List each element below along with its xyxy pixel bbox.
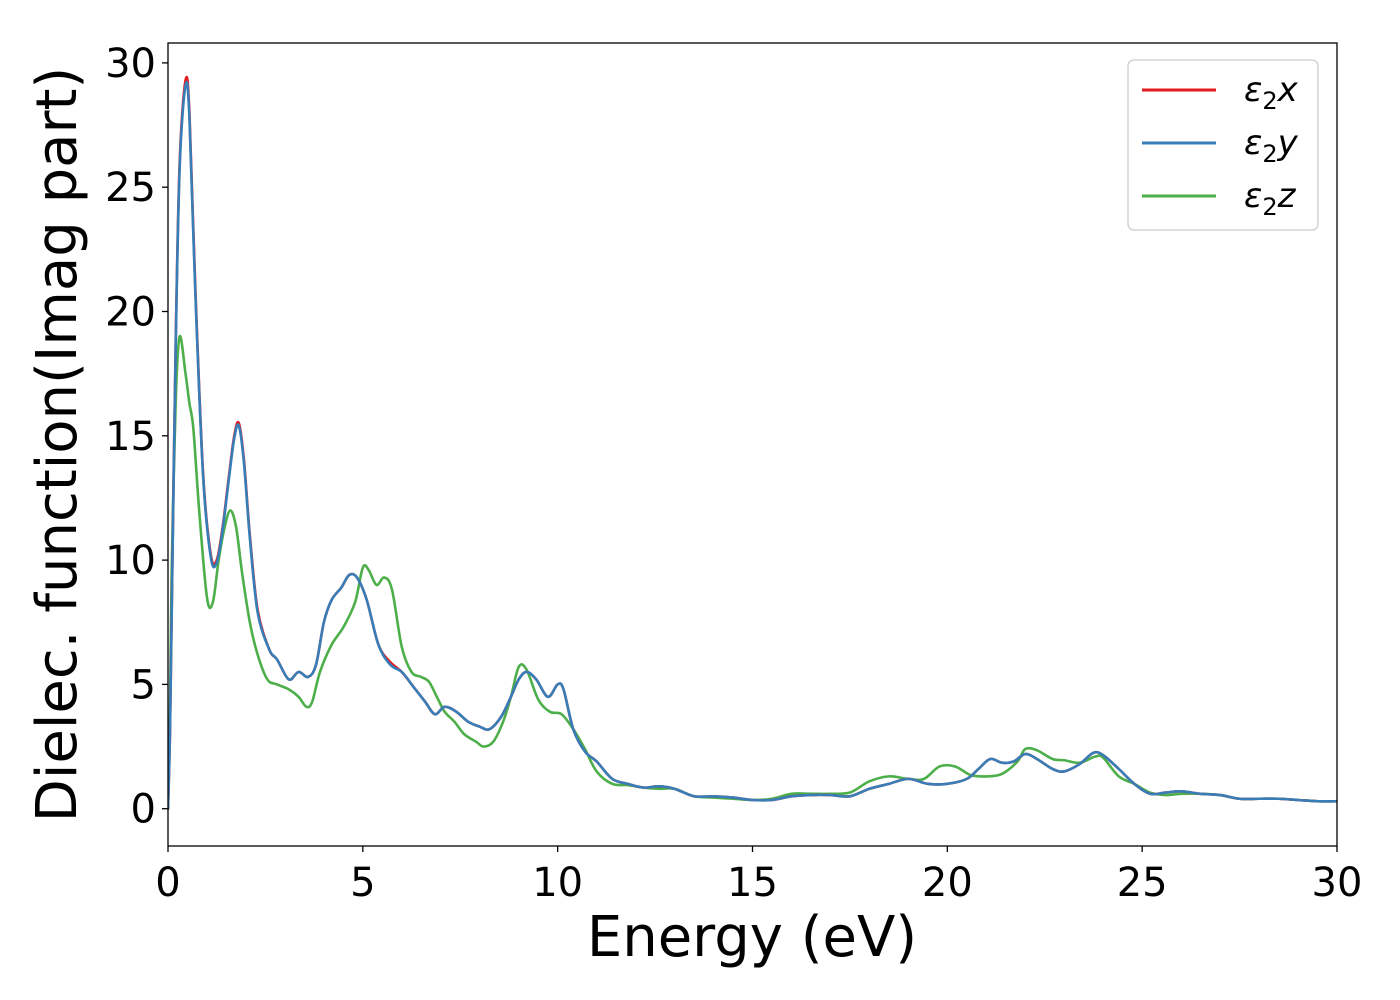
- y-tick-label: 5: [131, 662, 156, 708]
- y-axis: 0 5 10 15 20 25 30: [105, 41, 168, 833]
- y-tick-label: 30: [105, 41, 156, 87]
- x-tick-label: 20: [922, 860, 973, 906]
- y-tick-label: 0: [131, 787, 156, 833]
- y-tick-label: 15: [105, 414, 156, 460]
- y-tick-label: 10: [105, 538, 156, 584]
- x-tick-label: 10: [532, 860, 583, 906]
- x-tick-label: 0: [155, 860, 180, 906]
- x-axis-label: Energy (eV): [587, 905, 917, 970]
- y-tick-label: 25: [105, 165, 156, 211]
- x-tick-label: 30: [1312, 860, 1363, 906]
- legend-box: [1127, 59, 1319, 231]
- x-tick-label: 15: [727, 860, 778, 906]
- y-tick-label: 20: [105, 289, 156, 335]
- legend-label-z: ε2z: [1244, 176, 1297, 221]
- series-line-z: [168, 335, 1337, 811]
- legend-label-y: ε2y: [1244, 123, 1299, 168]
- x-axis: 0 5 10 15 20 25 30: [155, 846, 1362, 906]
- legend-label-x: ε2x: [1244, 70, 1299, 115]
- x-tick-label: 5: [350, 860, 375, 906]
- series-line-y: [168, 80, 1337, 811]
- legend: ε2x ε2y ε2z: [1127, 59, 1319, 231]
- plot-lines: [168, 75, 1337, 811]
- x-tick-label: 25: [1117, 860, 1168, 906]
- y-axis-label: Dielec. function(Imag part): [25, 67, 90, 823]
